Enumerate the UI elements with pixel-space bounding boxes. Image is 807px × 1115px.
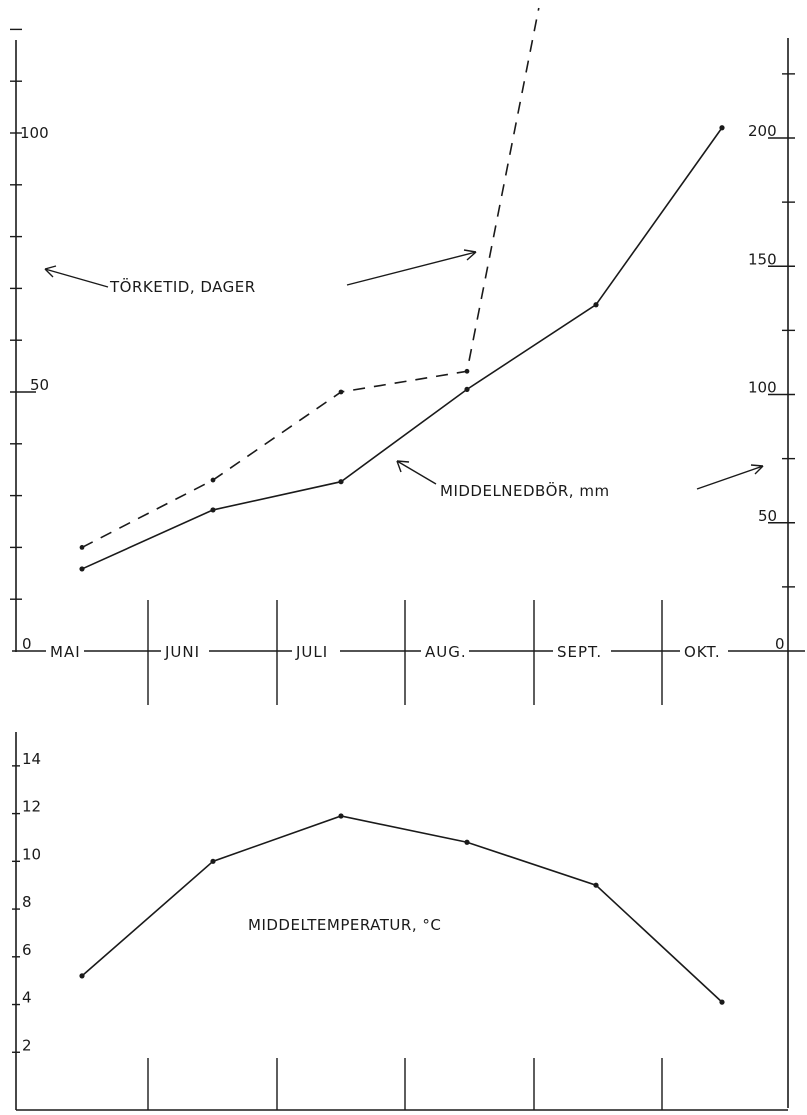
temp-tick-label: 4 [22, 989, 32, 1007]
month-label-bg [46, 641, 84, 661]
series-line-nedbor [81, 127, 723, 570]
series-lines [79, 7, 725, 1005]
point-nedbor [464, 386, 470, 392]
torketid-label: TÖRKETID, DAGER [109, 277, 256, 296]
point-torketid [464, 368, 470, 374]
temp-tick-label: 12 [22, 798, 41, 816]
nedbor-left-arrowhead [396, 460, 410, 473]
temp-tick-label: 8 [22, 893, 32, 911]
torketid-left-arrow [44, 268, 109, 288]
temperature-label: MIDDELTEMPERATUR, °C [248, 916, 441, 934]
month-label: OKT. [684, 643, 721, 661]
right-tick-label: 50 [758, 507, 777, 525]
point-torketid [79, 545, 85, 550]
month-labels: MAI JUNI JULI AUG. SEPT. OKT. [46, 641, 728, 661]
month-label: JUNI [164, 643, 200, 661]
point-temperature [719, 999, 725, 1005]
left-tick-label: 0 [22, 635, 32, 653]
point-temperature [593, 882, 599, 888]
point-nedbor [338, 479, 344, 485]
torketid-right-arrowhead [463, 249, 477, 261]
temp-tick-label: 2 [22, 1036, 32, 1054]
nedbor-right-arrow [696, 465, 764, 490]
point-nedbor [719, 125, 725, 131]
torketid-right-arrow [346, 251, 477, 286]
month-label-bg [421, 641, 469, 661]
tick-labels: 0 50 100 0 50 100 150 200 2 4 6 8 10 12 14 [20, 122, 785, 1054]
annotation-arrows [44, 249, 764, 490]
month-label-bg [161, 641, 209, 661]
month-label-bg [680, 641, 728, 661]
month-label: SEPT. [557, 643, 602, 661]
right-tick-label: 0 [775, 635, 785, 653]
temp-tick-label: 14 [22, 750, 41, 768]
nedbor-label: MIDDELNEDBÖR, mm [440, 481, 610, 500]
temp-tick-label: 10 [22, 845, 41, 863]
month-label-bg [292, 641, 340, 661]
torketid-left-arrowhead [44, 265, 57, 278]
point-nedbor [210, 507, 216, 513]
point-temperature [464, 839, 470, 845]
right-tick-label: 150 [748, 250, 777, 268]
axes [10, 28, 805, 1111]
left-tick-label: 50 [30, 376, 49, 394]
series-line-temperature [81, 815, 723, 1003]
temp-tick-label: 6 [22, 941, 32, 959]
nedbor-right-arrowhead [750, 464, 764, 475]
month-label: JULI [295, 643, 328, 661]
month-label: MAI [50, 643, 81, 661]
nedbor-left-arrow [396, 460, 437, 485]
point-nedbor [593, 302, 599, 308]
point-torketid [210, 477, 216, 483]
point-temperature [338, 813, 344, 819]
right-tick-label: 100 [748, 379, 777, 397]
point-temperature [210, 858, 216, 864]
point-torketid [338, 389, 344, 395]
left-tick-label: 100 [20, 124, 49, 142]
point-nedbor [79, 566, 85, 572]
right-tick-label: 200 [748, 122, 777, 140]
month-label-bg [553, 641, 611, 661]
month-label: AUG. [425, 643, 467, 661]
point-temperature [79, 973, 85, 979]
